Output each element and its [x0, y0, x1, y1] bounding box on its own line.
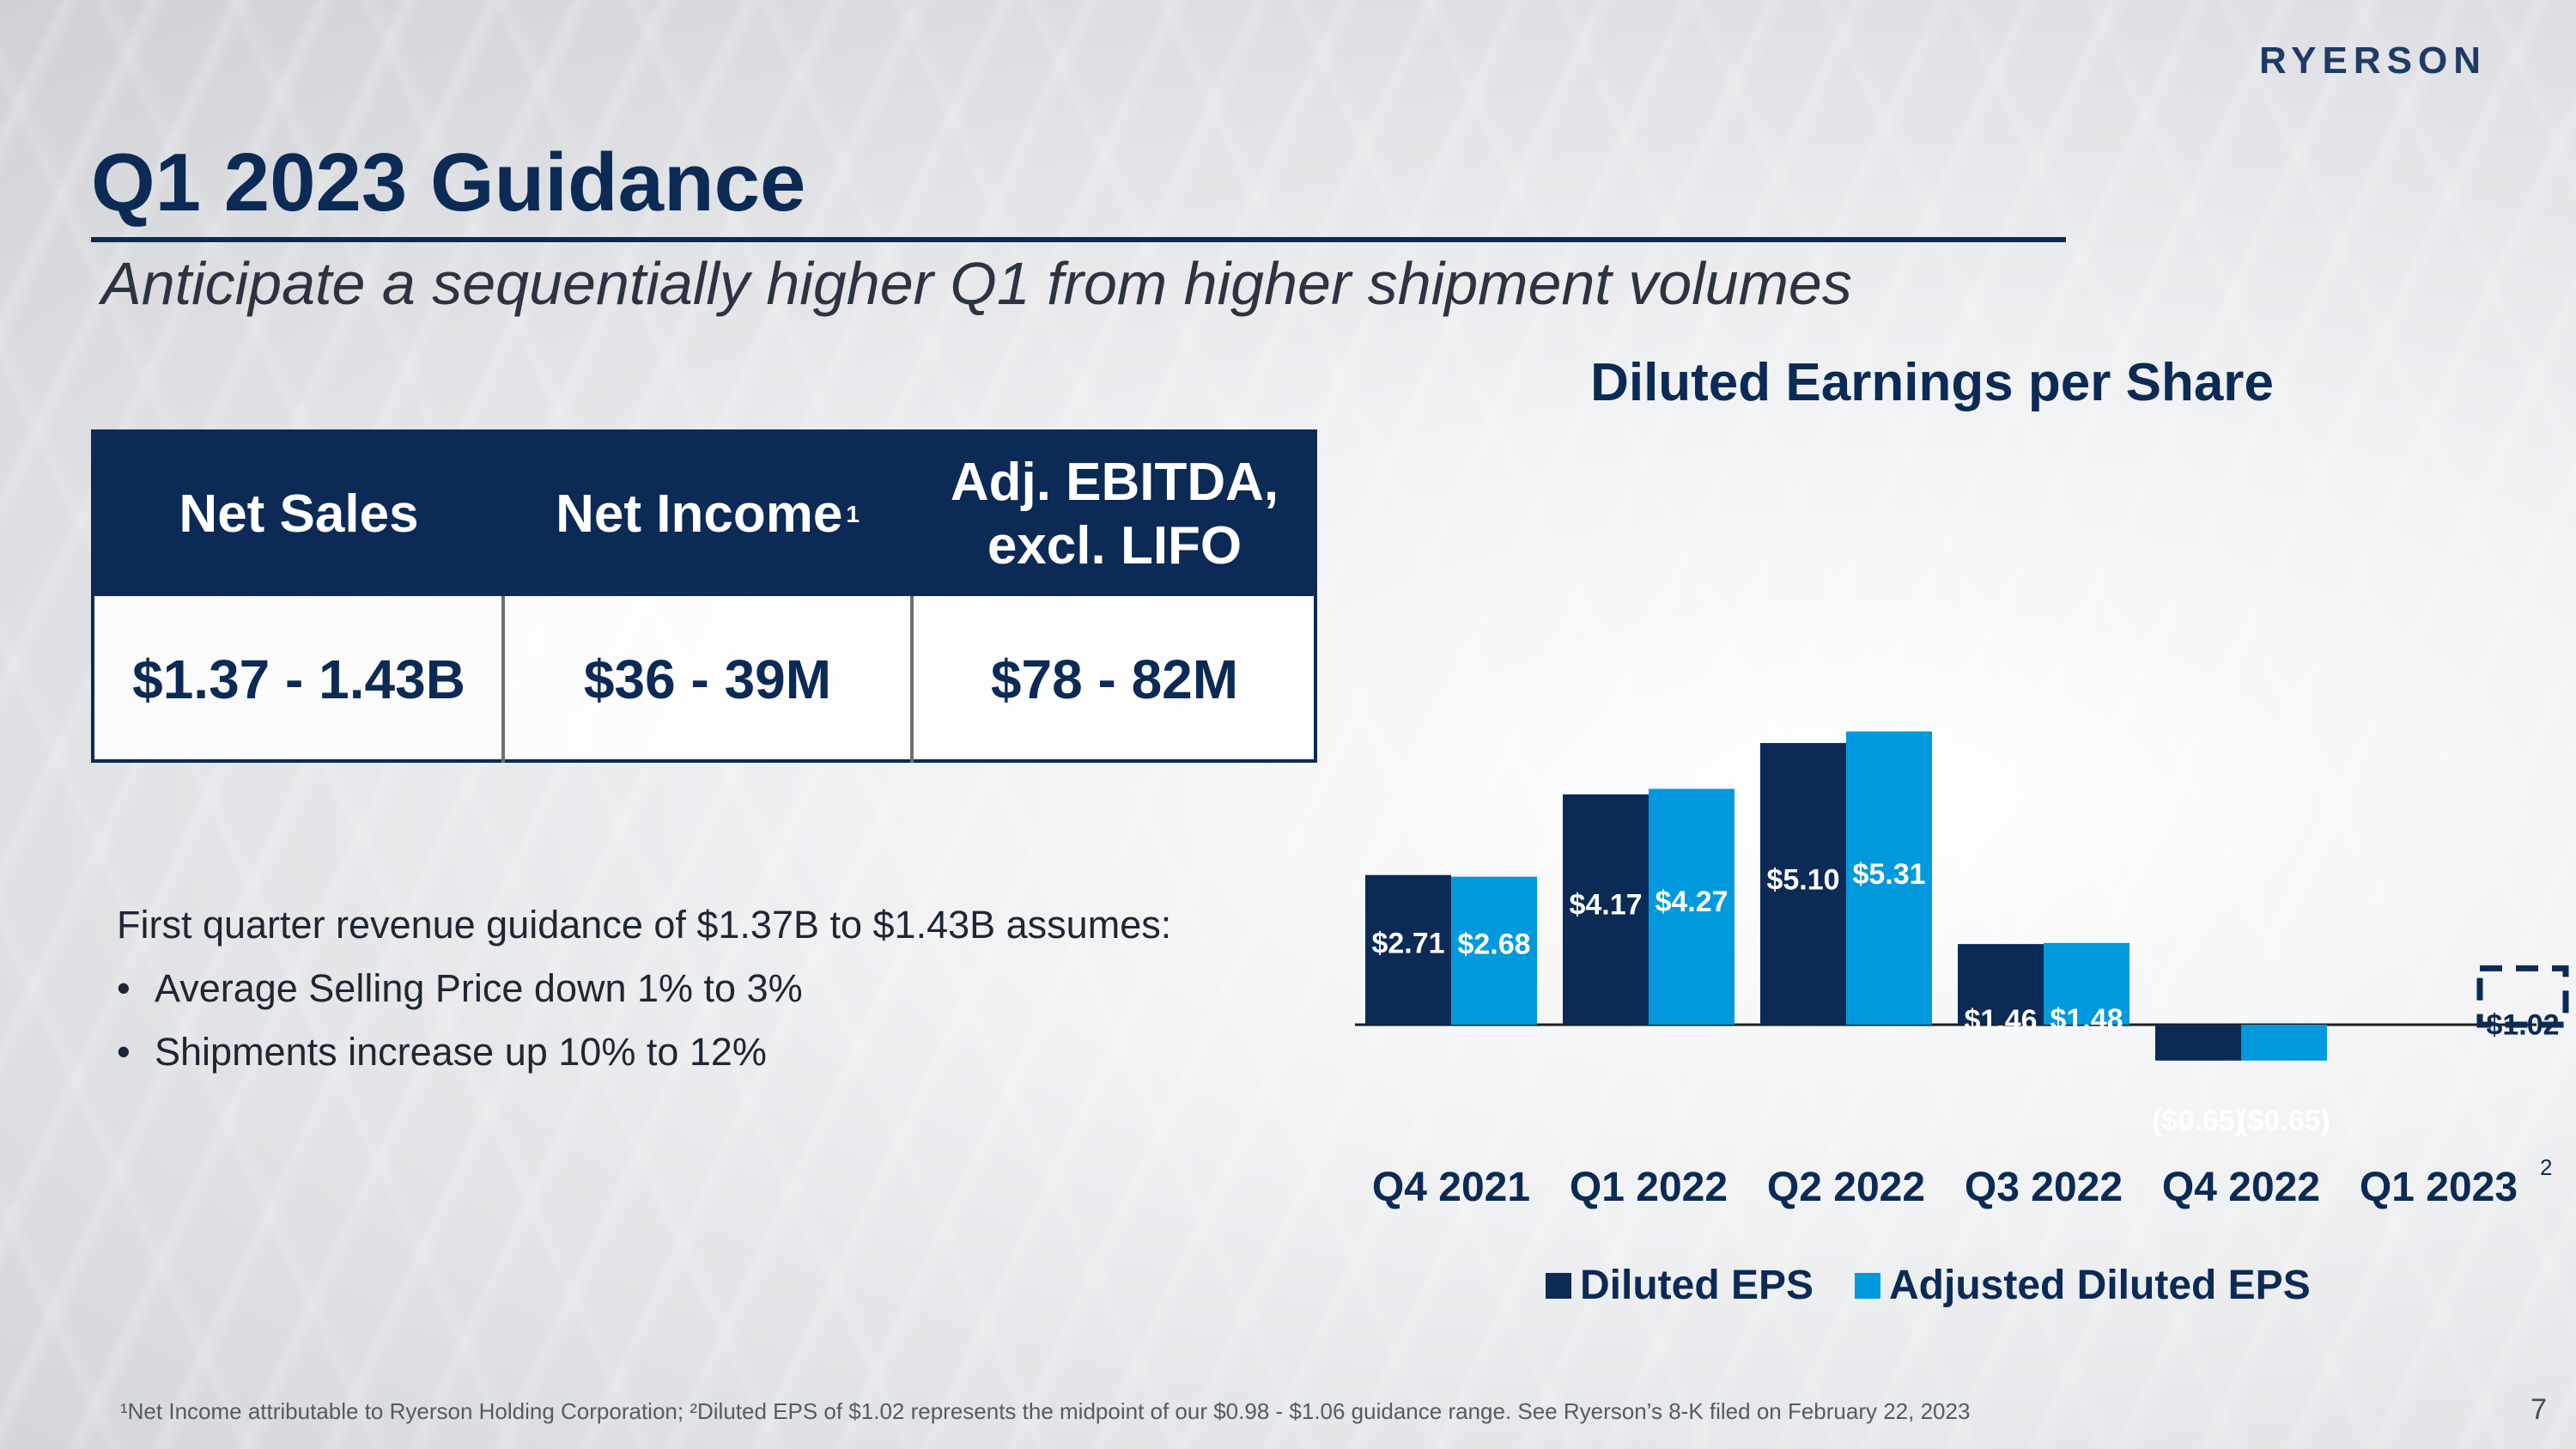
assumptions-intro: First quarter revenue guidance of $1.37B…	[117, 903, 1172, 947]
guidance-assumptions: First quarter revenue guidance of $1.37B…	[117, 893, 1233, 1084]
guidance-bar	[2476, 965, 2569, 1028]
page-subtitle: Anticipate a sequentially higher Q1 from…	[101, 250, 1852, 317]
data-label: $2.71	[1371, 927, 1444, 959]
category-label: Q1 2022	[1570, 1165, 1728, 1210]
data-label: $4.17	[1569, 888, 1642, 921]
bar-diluted	[1958, 944, 2044, 1025]
data-label: $5.10	[1766, 864, 1839, 897]
header-adj-ebitda: Adj. EBITDA, excl. LIFO	[950, 452, 1279, 575]
table-divider	[910, 596, 914, 763]
data-label: $1.48	[2050, 1003, 2123, 1036]
header-net-income: Net Income 1	[503, 433, 912, 596]
ryerson-logo: RYERSON	[2259, 40, 2487, 82]
value-net-sales: $1.37 - 1.43B	[132, 648, 465, 710]
guidance-table-header	[94, 433, 1314, 596]
header-net-sales-label: Net Sales	[179, 484, 419, 544]
title-divider	[91, 237, 2066, 242]
category-label: Q2 2022	[1767, 1165, 1925, 1210]
category-label: Q1 2023	[2360, 1165, 2518, 1210]
bar-adjusted	[2241, 1025, 2327, 1061]
category-label: Q4 2021	[1372, 1165, 1530, 1210]
category-label: Q4 2022	[2162, 1165, 2320, 1210]
data-label: ($0.65)	[2152, 1105, 2245, 1137]
bar-adjusted	[1846, 731, 1932, 1025]
category-footnote-marker: 2	[2540, 1154, 2552, 1180]
bar-adjusted	[2044, 942, 2129, 1025]
header-net-sales: Net Sales	[94, 433, 503, 596]
data-label: $2.68	[1457, 928, 1530, 960]
value-adj-ebitda: $78 - 82M	[990, 648, 1239, 710]
legend-swatch	[1546, 1273, 1571, 1299]
legend-label: Diluted EPS	[1580, 1263, 1814, 1308]
footnote-marker-1: 1	[846, 501, 860, 528]
assumptions-list: Average Selling Price down 1% to 3% Ship…	[117, 957, 1233, 1084]
data-label: $4.27	[1655, 886, 1728, 918]
data-label: ($0.65)	[2238, 1105, 2330, 1137]
chart-title: Diluted Earnings per Share	[1590, 353, 2274, 412]
data-label: $1.02	[2486, 1008, 2559, 1041]
bar-adjusted	[1649, 788, 1735, 1025]
table-divider	[501, 596, 505, 763]
bar-diluted	[1365, 874, 1451, 1025]
bar-diluted	[1563, 794, 1649, 1025]
header-net-income-label: Net Income	[556, 484, 843, 544]
bar-adjusted	[1451, 876, 1537, 1025]
page-title: Q1 2023 Guidance	[91, 137, 806, 228]
bar-diluted	[2155, 1025, 2241, 1061]
legend-swatch	[1855, 1273, 1880, 1299]
legend-label: Adjusted Diluted EPS	[1889, 1263, 2311, 1308]
bar-diluted	[1760, 743, 1846, 1025]
data-label: $5.31	[1852, 858, 1925, 891]
guidance-table: Net Sales Net Income 1 Adj. EBITDA, excl.…	[91, 429, 1317, 763]
assumption-item: Average Selling Price down 1% to 3%	[117, 957, 1233, 1020]
category-label: Q3 2022	[1965, 1165, 2123, 1210]
value-net-income: $36 - 39M	[583, 648, 832, 710]
page-number: 7	[2530, 1393, 2547, 1426]
assumption-item: Shipments increase up 10% to 12%	[117, 1020, 1233, 1084]
footnote: ¹Net Income attributable to Ryerson Hold…	[120, 1398, 1971, 1424]
data-label: $1.46	[1964, 1004, 2037, 1037]
